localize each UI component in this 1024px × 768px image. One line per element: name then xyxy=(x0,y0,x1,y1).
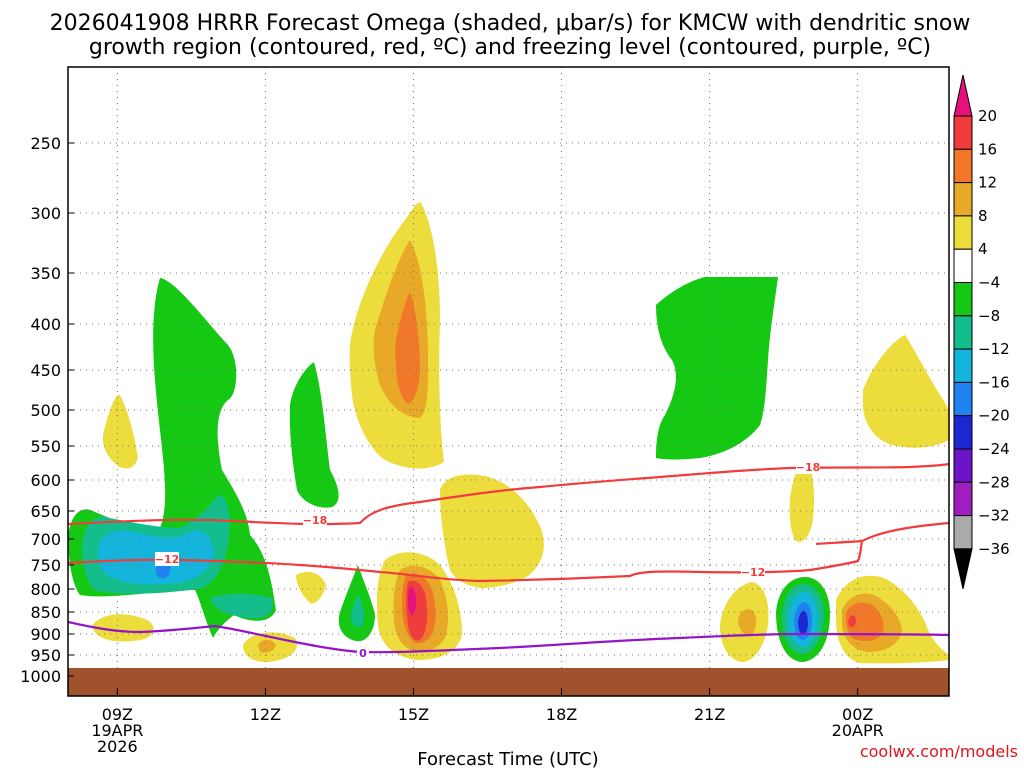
contour-label-minus-12-left: −12 xyxy=(155,553,180,566)
ground-below-surface xyxy=(68,668,949,696)
omega-region-00z-lower xyxy=(836,575,949,664)
colorbar-label: −32 xyxy=(978,507,1010,525)
omega-shading xyxy=(68,202,949,664)
y-tick-label: 1000 xyxy=(20,667,61,686)
colorbar-box xyxy=(953,448,973,483)
contours: −18 −18 −12 −12 0 xyxy=(68,460,949,660)
colorbar-box xyxy=(953,148,973,184)
contour-label-minus-18-left: −18 xyxy=(303,514,328,527)
colorbar-label: 8 xyxy=(978,207,988,225)
colorbar-label: −16 xyxy=(978,373,1010,391)
x-tick-label: 20APR xyxy=(832,721,884,740)
chart-title: 2026041908 HRRR Forecast Omega (shaded, … xyxy=(50,11,971,60)
y-tick-label: 400 xyxy=(30,315,61,334)
y-tick-label: 650 xyxy=(30,502,61,521)
contour-label-minus-18-right: −18 xyxy=(796,461,821,474)
colorbar-box xyxy=(953,515,973,550)
chart-title-line1: 2026041908 HRRR Forecast Omega (shaded, … xyxy=(50,11,971,36)
credit-link[interactable]: coolwx.com/models xyxy=(860,742,1018,761)
colorbar-box xyxy=(953,182,973,217)
colorbar-label: 4 xyxy=(978,240,988,258)
contour-dgz-minus-12 xyxy=(68,540,864,583)
y-tick-label: 450 xyxy=(30,361,61,380)
omega-region-12z-orange xyxy=(258,639,276,653)
contour-dgz-minus-18 xyxy=(68,462,949,526)
colorbar-box xyxy=(953,215,973,250)
colorbar-box xyxy=(953,381,973,417)
colorbar-label: −36 xyxy=(978,540,1010,558)
colorbar-box xyxy=(953,481,973,517)
omega-region-16z-yellow xyxy=(440,474,544,588)
colorbar-label: −20 xyxy=(978,407,1010,425)
y-axis: 250 300 350 400 450 500 550 600 650 700 750 800 850 9… xyxy=(20,134,74,686)
omega-region-left-yellow-upper xyxy=(102,394,138,469)
colorbar-box xyxy=(953,315,973,350)
plot-frame xyxy=(67,66,950,697)
colorbar-box xyxy=(953,248,973,283)
x-tick-label: 21Z xyxy=(694,705,725,724)
y-tick-label: 350 xyxy=(30,264,61,283)
omega-region-23z-blue xyxy=(776,577,830,662)
x-tick-label: 15Z xyxy=(398,705,429,724)
colorbar-box xyxy=(953,348,973,383)
contour-label-freezing: 0 xyxy=(359,647,367,660)
colorbar-box xyxy=(953,115,973,150)
colorbar-label: −4 xyxy=(978,274,1000,292)
chart-title-line2: growth region (contoured, red, ºC) and f… xyxy=(89,35,931,60)
omega-region-21z-green xyxy=(656,277,778,460)
omega-region-15z-upper xyxy=(349,202,444,469)
omega-region-14z-teal xyxy=(350,595,365,628)
y-tick-label: 250 xyxy=(30,134,61,153)
x-tick-label: 2026 xyxy=(97,737,138,756)
colorbar-label: 20 xyxy=(978,107,997,125)
y-tick-label: 950 xyxy=(30,646,61,665)
x-axis-label: Forecast Time (UTC) xyxy=(417,749,598,768)
y-tick-label: 550 xyxy=(30,437,61,456)
y-tick-label: 300 xyxy=(30,204,61,223)
y-tick-label: 900 xyxy=(30,625,61,644)
omega-region-13z-yellow xyxy=(296,572,326,604)
colorbar-box xyxy=(953,415,973,450)
contour-freezing-level xyxy=(68,620,949,654)
colorbar-label: 12 xyxy=(978,174,997,192)
colorbar-top-arrow xyxy=(953,74,973,117)
x-tick-label: 12Z xyxy=(250,705,281,724)
x-tick-label: 00Z xyxy=(842,705,873,724)
y-tick-label: 600 xyxy=(30,471,61,490)
y-tick-label: 500 xyxy=(30,401,61,420)
y-tick-label: 750 xyxy=(30,556,61,575)
y-tick-label: 850 xyxy=(30,603,61,622)
omega-region-15z-lower xyxy=(376,552,462,660)
colorbar-label: −8 xyxy=(978,307,1000,325)
omega-region-left-yellow-lower xyxy=(92,614,154,642)
grid-lines xyxy=(68,67,949,668)
contour-label-minus-12-right: −12 xyxy=(741,566,766,579)
colorbar-label: −24 xyxy=(978,440,1010,458)
omega-region-left-green xyxy=(68,278,276,638)
y-tick-label: 800 xyxy=(30,580,61,599)
contour-dgz-minus-18b xyxy=(815,521,949,546)
y-tick-label: 700 xyxy=(30,530,61,549)
x-tick-label: 19APR xyxy=(91,721,143,740)
omega-region-13z-green xyxy=(289,362,339,508)
omega-region-23z-yellow-upper xyxy=(789,459,814,542)
x-tick-label: 18Z xyxy=(546,705,577,724)
colorbar-label: −28 xyxy=(978,473,1010,491)
omega-region-22z-orange xyxy=(738,609,757,636)
omega-region-01z-yellow xyxy=(863,335,949,448)
colorbar-box xyxy=(953,282,973,317)
contour-labels: −18 −18 −12 −12 0 xyxy=(155,460,821,660)
colorbar-label: −12 xyxy=(978,340,1010,358)
colorbar-label: 16 xyxy=(978,140,997,158)
colorbar-bottom-arrow xyxy=(953,548,973,590)
x-tick-label: 09Z xyxy=(102,705,133,724)
colorbar: 20 16 12 8 4 −4 −8 −12 −16 −20 −24 −28 −32 −36 xyxy=(953,74,1010,590)
